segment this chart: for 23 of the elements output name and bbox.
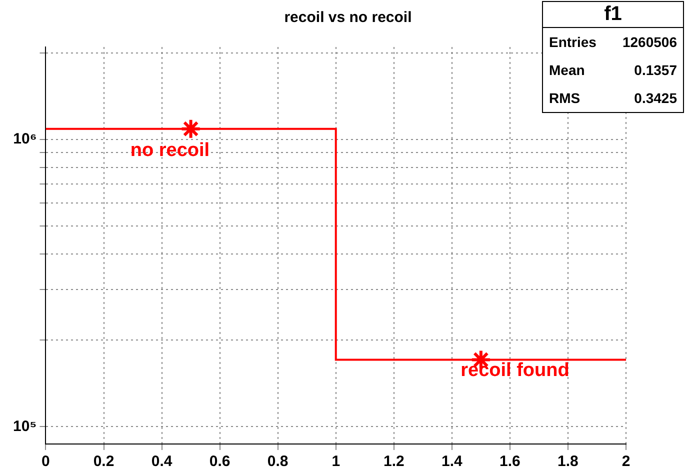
x-tick-label: 0: [42, 453, 50, 470]
y-tick-label: 10⁵: [12, 418, 37, 435]
x-tick-label: 1.2: [383, 453, 404, 470]
annotation: Entries: [549, 34, 596, 50]
x-tick-label: 1.4: [441, 453, 463, 470]
annotation: RMS: [549, 90, 580, 106]
x-tick-label: 0.4: [151, 453, 173, 470]
x-tick-label: 1.6: [500, 453, 520, 470]
x-tick-label: 1.8: [558, 453, 578, 470]
y-tick-label: 10⁶: [13, 130, 37, 148]
text: 0.1357: [634, 62, 677, 78]
annotation: no recoil: [130, 140, 210, 162]
text: f1: [543, 2, 683, 28]
annotation: 1260506: [622, 34, 677, 50]
chart-title: recoil vs no recoil: [284, 9, 412, 26]
x-tick-label: 0.6: [209, 453, 230, 470]
x-tick-label: 2: [622, 453, 630, 470]
x-tick-label: 1: [332, 453, 340, 470]
x-tick-label: 0.2: [93, 453, 114, 470]
text: 0.3425: [634, 90, 677, 106]
annotation: Mean: [549, 62, 585, 78]
annotation: recoil found: [460, 360, 570, 382]
x-tick-label: 0.8: [267, 453, 288, 470]
